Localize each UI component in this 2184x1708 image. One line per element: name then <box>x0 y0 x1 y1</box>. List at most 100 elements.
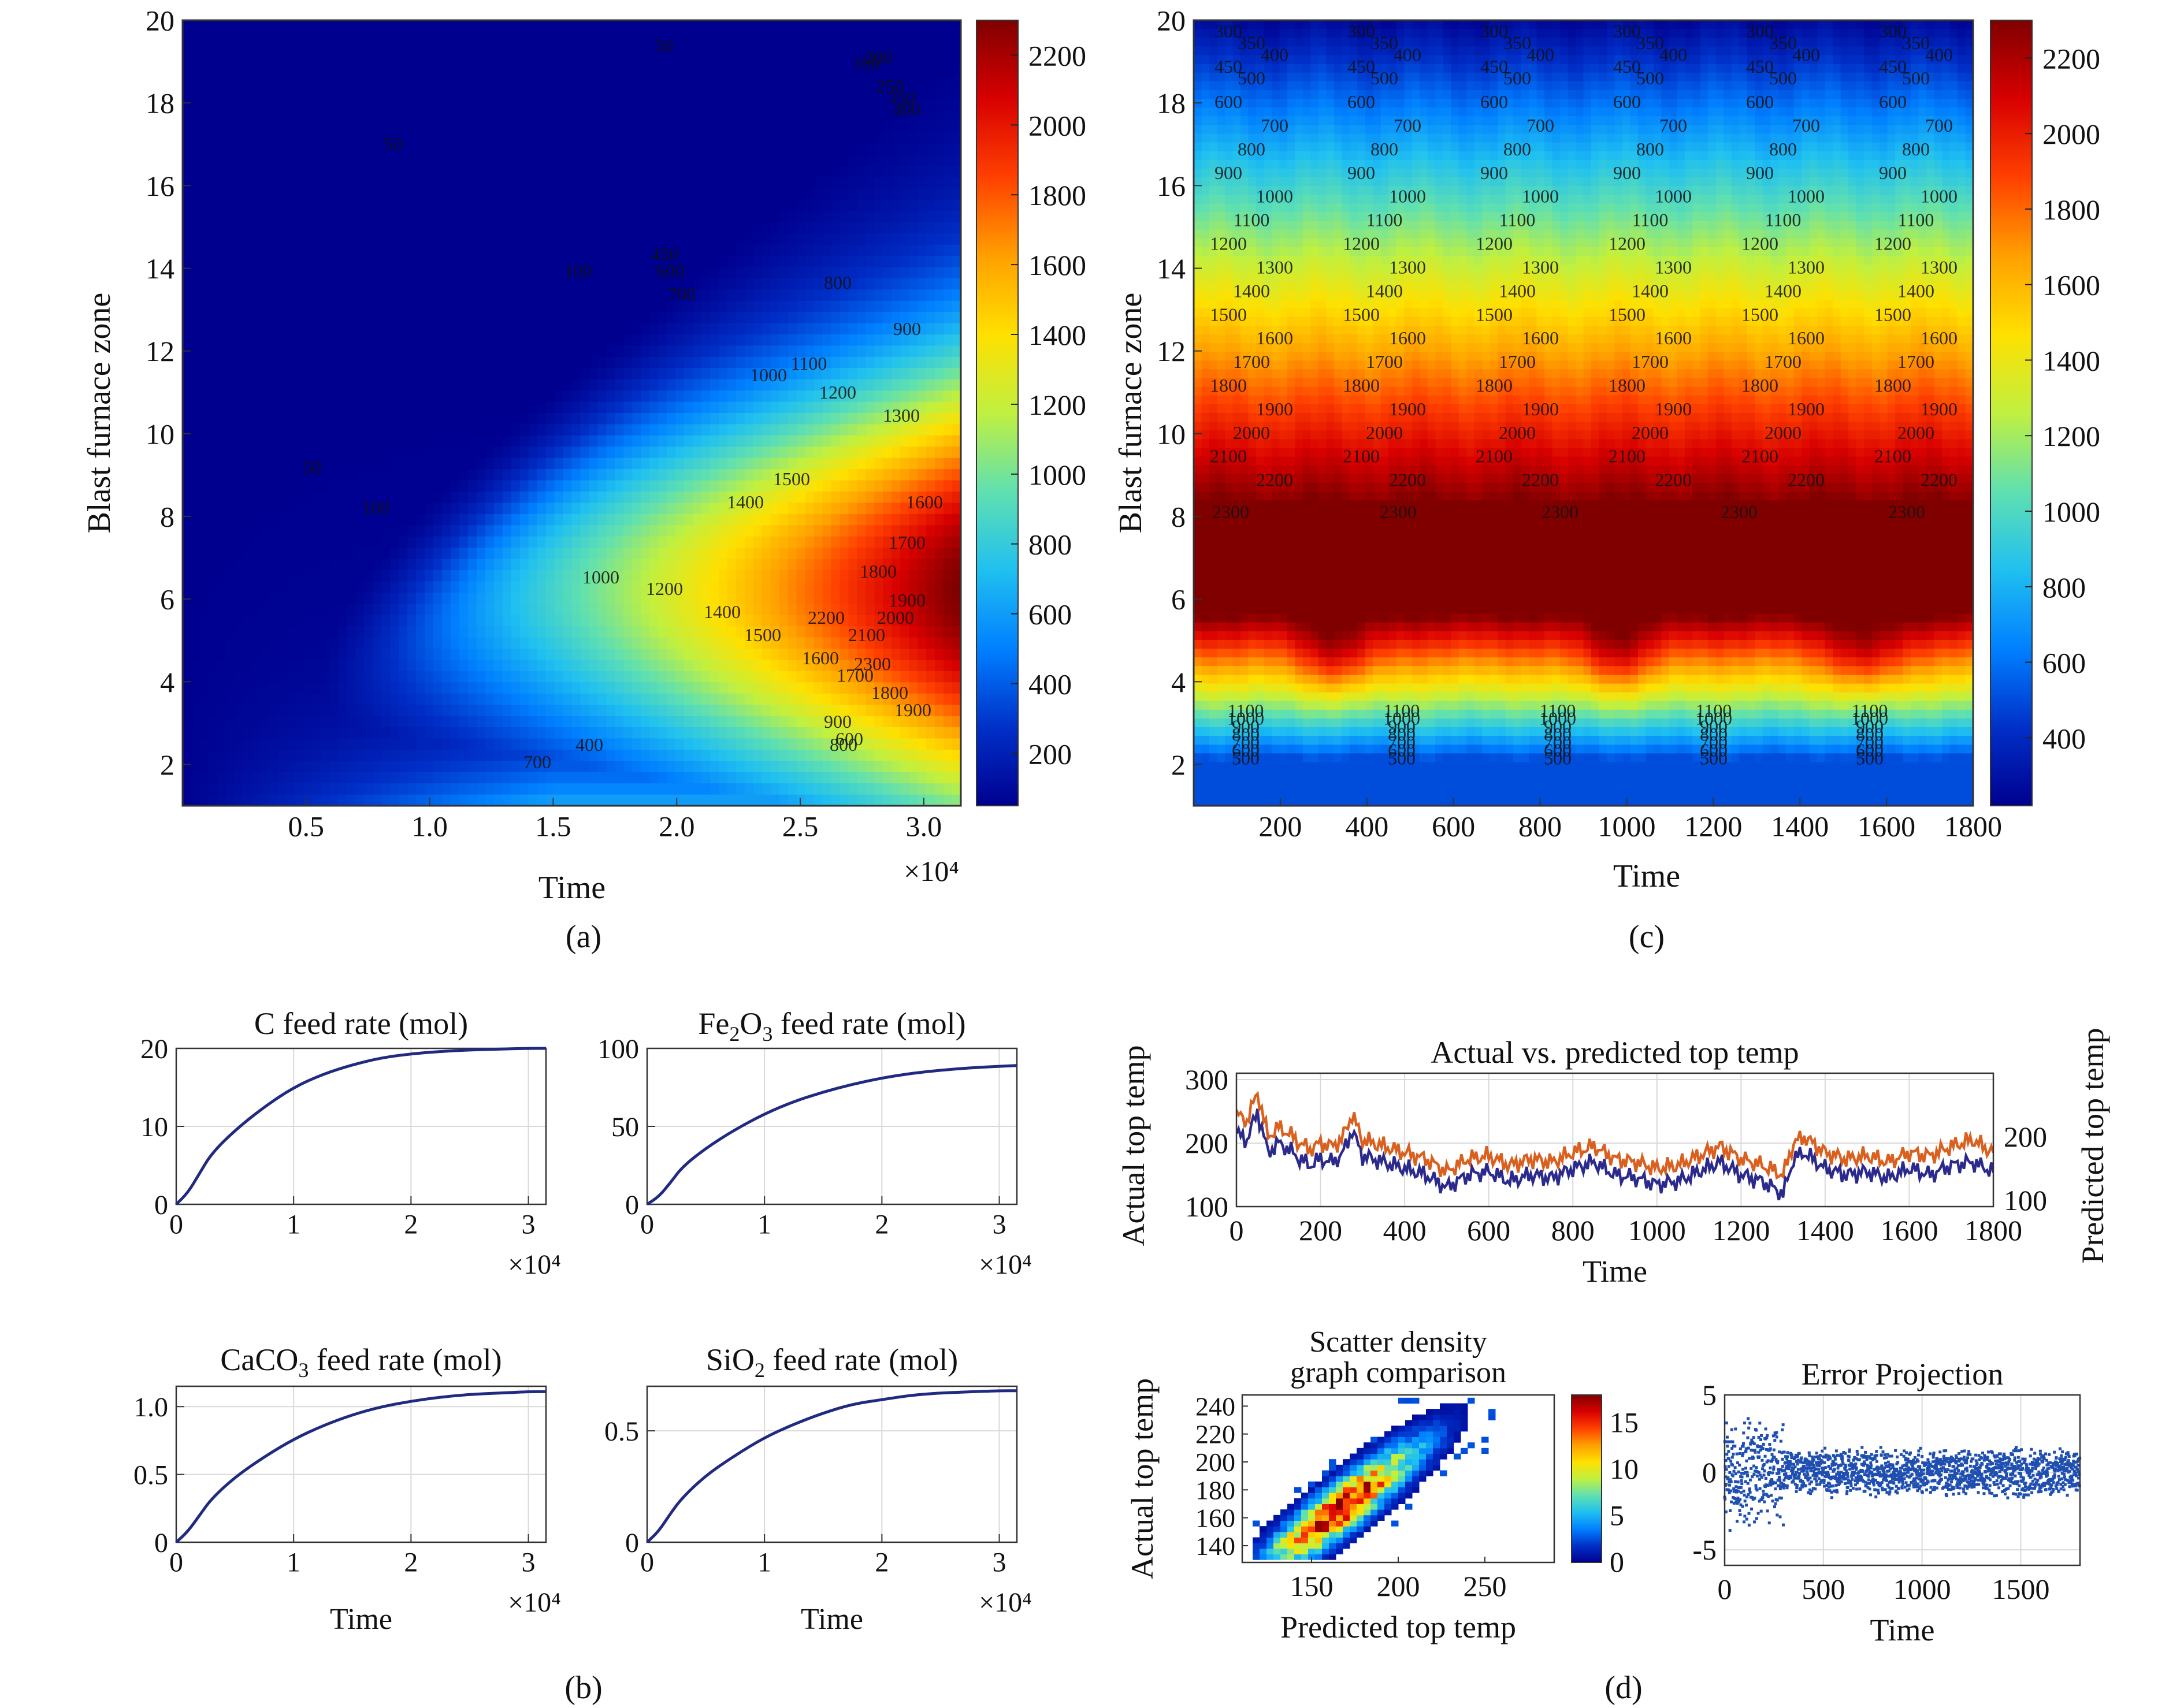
panel-a-cell <box>753 592 763 605</box>
panel-a-cell <box>615 513 625 526</box>
panel-a-cell <box>407 457 417 470</box>
panel-a-cell <box>433 211 443 223</box>
panel-a-cell <box>277 592 287 605</box>
panel-a-cell <box>701 166 711 178</box>
panel-a-cell <box>762 54 771 66</box>
panel-a-cell <box>580 548 590 560</box>
panel-a-cell <box>416 121 425 133</box>
panel-a-cell <box>295 110 304 122</box>
panel-a-cell <box>381 446 391 459</box>
panel-a-cell <box>667 256 676 268</box>
panel-a-cell <box>701 256 711 268</box>
panel-a-cell <box>675 166 685 178</box>
panel-a-cell <box>277 20 287 32</box>
panel-a-cell <box>744 368 754 380</box>
panel-a-cell <box>312 256 322 268</box>
panel-a-cell <box>615 76 625 88</box>
panel-a-cell <box>701 649 711 661</box>
panel-a-cell <box>251 705 261 717</box>
panel-a-cell <box>632 54 642 66</box>
panel-a-cell <box>303 548 313 560</box>
panel-a-cell <box>199 121 209 133</box>
panel-a-cell <box>718 749 728 762</box>
panel-a-cell <box>381 503 391 515</box>
panel-a-cell <box>364 312 374 324</box>
panel-a-cell <box>623 76 633 88</box>
panel-a-cell <box>502 671 512 683</box>
panel-a-cell <box>545 446 555 459</box>
panel-a-cell <box>338 716 348 728</box>
panel-a-cell <box>727 503 737 515</box>
panel-a-cell <box>467 300 477 312</box>
panel-a-cell <box>528 671 538 683</box>
panel-a-cell <box>770 637 780 649</box>
panel-a-cell <box>442 513 451 526</box>
panel-a-cell <box>727 705 737 717</box>
panel-a-cell <box>260 99 270 111</box>
panel-a-cell <box>390 323 399 335</box>
panel-a-cell <box>649 244 659 256</box>
panel-a-cell <box>381 671 391 683</box>
panel-a-cell <box>312 435 322 448</box>
panel-a-cell <box>502 132 512 144</box>
panel-a-cell <box>770 693 780 705</box>
panel-a-cell <box>425 76 434 88</box>
panel-a-cell <box>710 716 719 728</box>
panel-a-cell <box>416 749 425 762</box>
panel-a-cell <box>407 99 417 111</box>
panel-a-cell <box>329 749 339 762</box>
panel-a-cell <box>589 267 599 279</box>
panel-a-cell <box>796 31 806 43</box>
panel-a-cell <box>234 716 244 728</box>
panel-a-cell <box>753 31 763 43</box>
panel-a-cell <box>450 289 460 302</box>
panel-a-cell <box>303 143 313 155</box>
panel-a-cell <box>321 121 330 133</box>
panel-a-cell <box>459 604 469 616</box>
panel-a-cell <box>658 513 667 526</box>
panel-a-cell <box>312 76 322 88</box>
panel-a-cell <box>303 356 313 369</box>
panel-a-cell <box>770 211 780 223</box>
panel-a-cell <box>329 54 339 66</box>
panel-a-cell <box>260 222 270 234</box>
panel-a-cell <box>528 503 538 515</box>
panel-a-cell <box>718 682 728 694</box>
panel-a-cell <box>217 76 226 88</box>
panel-a-cell <box>537 559 547 571</box>
panel-a-cell <box>364 233 374 245</box>
panel-a-cell <box>234 492 244 504</box>
panel-a-cell <box>770 222 780 234</box>
panel-a-cell <box>183 87 192 99</box>
panel-a-cell <box>762 143 771 155</box>
panel-a-cell <box>476 166 486 178</box>
panel-a-cell <box>399 492 408 504</box>
panel-a-cell <box>762 87 771 99</box>
panel-a-cell <box>243 761 252 773</box>
panel-a-cell <box>597 211 607 223</box>
panel-a-cell <box>528 513 538 526</box>
panel-a-cell <box>277 660 287 672</box>
panel-a-cell <box>433 649 443 661</box>
panel-a-cell <box>563 300 573 312</box>
panel-a-cell <box>511 390 521 403</box>
panel-a-cell <box>718 536 728 548</box>
panel-a-cell <box>277 289 287 302</box>
panel-a-cell <box>736 244 745 256</box>
panel-a-cell <box>779 727 789 739</box>
panel-a-cell <box>571 727 581 739</box>
panel-a-cell <box>502 244 512 256</box>
panel-a-cell <box>779 199 789 212</box>
panel-a-cell <box>450 705 460 717</box>
panel-a-cell <box>727 121 737 133</box>
panel-a-cell <box>762 570 771 582</box>
panel-a-cell <box>597 244 607 256</box>
panel-a-cell <box>502 480 512 492</box>
panel-a-cell <box>243 536 252 548</box>
panel-a-cell <box>208 604 218 616</box>
panel-a-cell <box>649 548 659 560</box>
panel-a-cell <box>399 480 408 492</box>
panel-a-cell <box>243 110 252 122</box>
panel-a-cell <box>269 671 278 683</box>
